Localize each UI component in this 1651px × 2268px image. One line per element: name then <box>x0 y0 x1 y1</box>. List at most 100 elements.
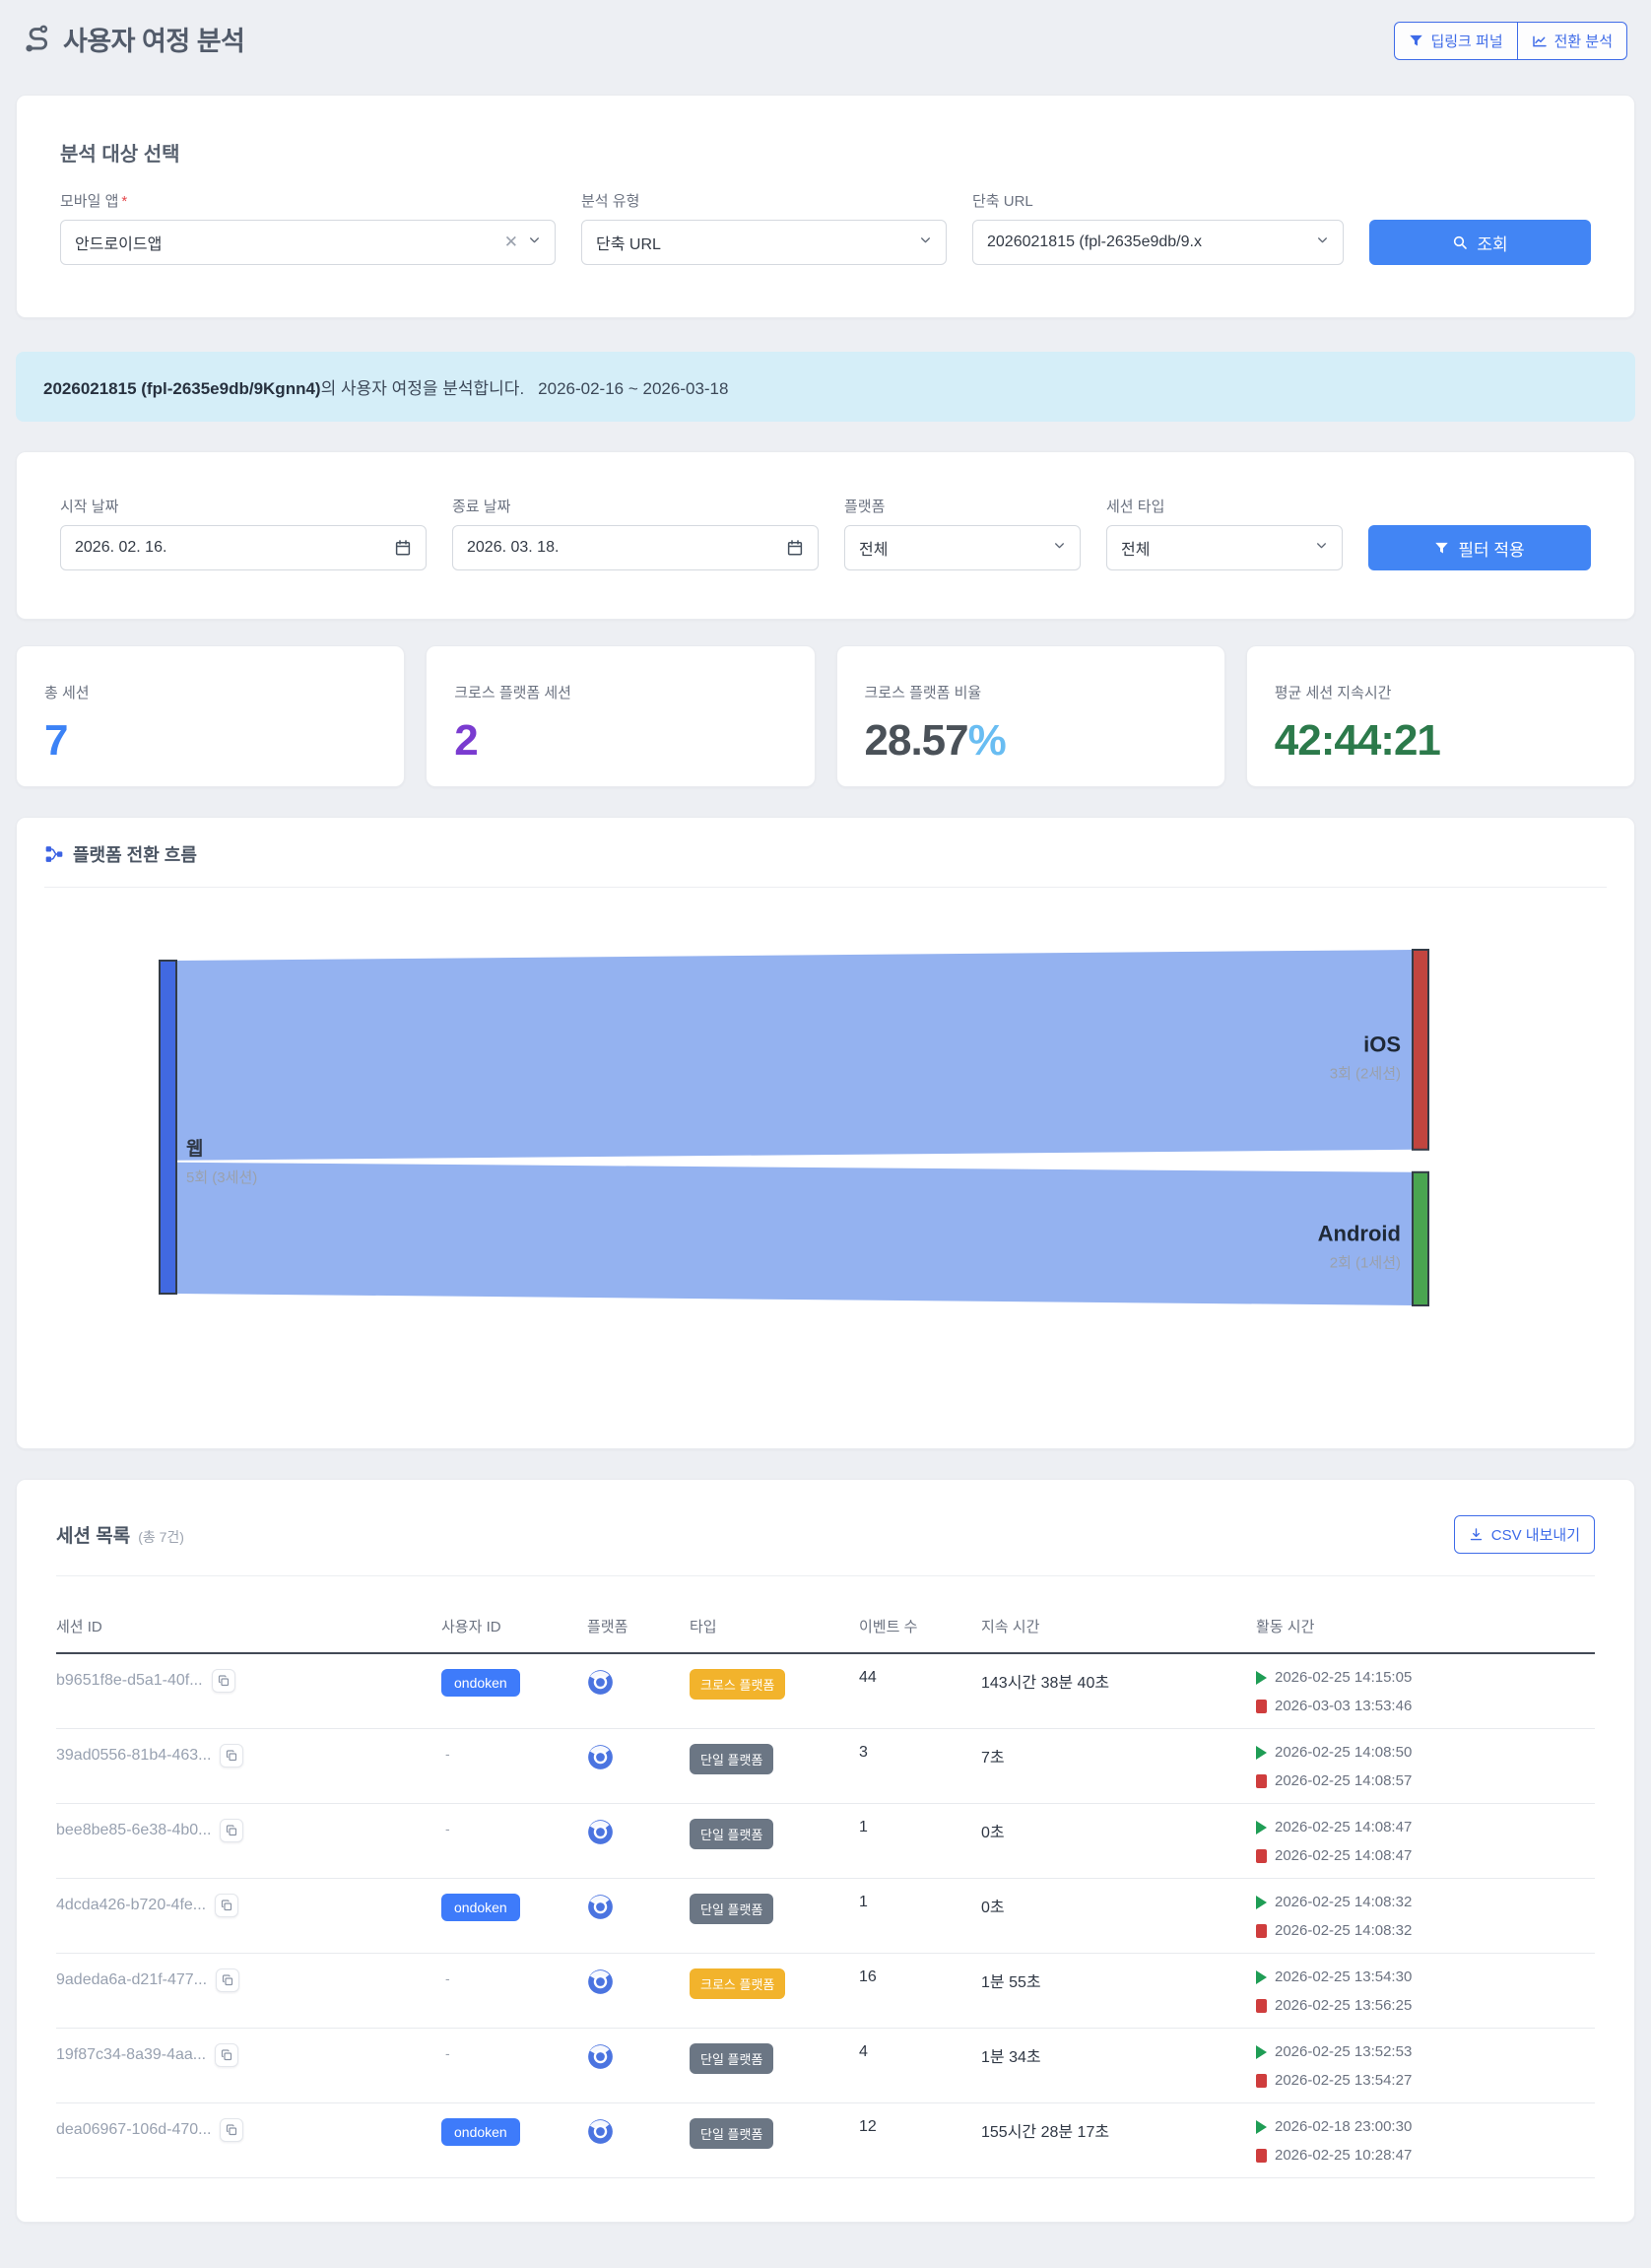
stat-value: 42:44:21 <box>1274 716 1441 765</box>
duration: 155시간 28분 17초 <box>981 2124 1110 2141</box>
duration: 1분 55초 <box>981 1974 1041 1991</box>
start-time: 2026-02-25 14:08:50 <box>1275 1744 1413 1761</box>
copy-icon[interactable] <box>215 1894 239 1917</box>
platform-select[interactable]: 전체 <box>844 525 1081 570</box>
short-url-value: 2026021815 (fpl-2635e9db/9.x <box>987 233 1202 250</box>
stat-card: 크로스 플랫폼 세션 2 <box>426 645 816 787</box>
start-time: 2026-02-25 14:08:32 <box>1275 1894 1413 1910</box>
sankey-node-label: 웹 <box>186 1138 203 1160</box>
copy-icon[interactable] <box>216 1968 240 1992</box>
analysis-target-card: 분석 대상 선택 모바일 앱 * 안드로이드앱 ✕ 분석 유형 단축 URL 단축… <box>16 95 1635 318</box>
session-table-header: 세션 ID 사용자 ID 플랫폼 타입 이벤트 수 지속 시간 활동 시간 <box>56 1616 1595 1654</box>
mobile-app-select[interactable]: 안드로이드앱 ✕ <box>60 220 556 265</box>
stop-icon <box>1256 1773 1267 1788</box>
session-list-title: 세션 목록 <box>56 1526 131 1547</box>
copy-icon[interactable] <box>220 2118 244 2142</box>
play-icon <box>1256 1895 1267 1909</box>
stat-card: 평균 세션 지속시간 42:44:21 <box>1245 645 1635 787</box>
chevron-down-icon <box>1316 233 1329 251</box>
sankey-node-sublabel: 3회 (2세션) <box>1330 1065 1401 1082</box>
user-id-badge: - <box>445 2045 450 2061</box>
duration: 0초 <box>981 1900 1005 1916</box>
calendar-icon[interactable] <box>394 539 412 557</box>
table-row[interactable]: dea06967-106d-470... ondoken 단일 플랫폼 12 1… <box>56 2102 1595 2178</box>
session-type-select[interactable]: 전체 <box>1106 525 1343 570</box>
table-row[interactable]: 39ad0556-81b4-463... - 단일 플랫폼 3 7초 2026-… <box>56 1728 1595 1804</box>
sankey-node-web[interactable] <box>159 960 177 1295</box>
session-table-body: b9651f8e-d5a1-40f... ondoken 크로스 플랫폼 44 … <box>56 1653 1595 2178</box>
deeplink-funnel-button[interactable]: 딥링크 퍼널 <box>1395 23 1516 59</box>
column-header: 지속 시간 <box>981 1616 1256 1654</box>
stop-icon <box>1256 1848 1267 1863</box>
column-header: 플랫폼 <box>587 1616 690 1654</box>
end-time: 2026-02-25 13:54:27 <box>1275 2072 1413 2089</box>
banner-text: 의 사용자 여정을 분석합니다. <box>320 379 525 398</box>
session-id: b9651f8e-d5a1-40f... <box>56 1672 203 1689</box>
play-icon <box>1256 1820 1267 1834</box>
copy-icon[interactable] <box>220 1744 244 1768</box>
user-id-badge: - <box>445 1970 450 1986</box>
end-time: 2026-02-25 13:56:25 <box>1275 1997 1413 2014</box>
start-time: 2026-02-25 13:52:53 <box>1275 2043 1413 2060</box>
user-id-badge: - <box>445 1746 450 1762</box>
event-count: 12 <box>859 2118 877 2135</box>
stop-icon <box>1256 1923 1267 1938</box>
sankey-node-ios[interactable] <box>1412 949 1429 1151</box>
chevron-down-icon <box>528 233 541 251</box>
end-time: 2026-02-25 14:08:32 <box>1275 1922 1413 1939</box>
session-type-field: 세션 타입 전체 <box>1106 496 1343 570</box>
column-header: 타입 <box>690 1616 859 1654</box>
platform-label: 플랫폼 <box>844 499 886 515</box>
clear-icon[interactable]: ✕ <box>503 233 518 251</box>
sankey-link-android[interactable] <box>176 1162 1413 1305</box>
type-badge: 크로스 플랫폼 <box>690 1968 786 1999</box>
analysis-type-field: 분석 유형 단축 URL <box>581 190 947 265</box>
table-row[interactable]: bee8be85-6e38-4b0... - 단일 플랫폼 1 0초 2026-… <box>56 1803 1595 1879</box>
end-time: 2026-03-03 13:53:46 <box>1275 1698 1413 1714</box>
search-button[interactable]: 조회 <box>1369 220 1591 265</box>
apply-filter-button[interactable]: 필터 적용 <box>1368 525 1591 570</box>
csv-export-button[interactable]: CSV 내보내기 <box>1453 1515 1595 1554</box>
calendar-icon[interactable] <box>786 539 804 557</box>
duration: 143시간 38분 40초 <box>981 1675 1110 1692</box>
short-url-select[interactable]: 2026021815 (fpl-2635e9db/9.x <box>972 220 1344 265</box>
session-id: 9adeda6a-d21f-477... <box>56 1971 208 1988</box>
sankey-node-label: iOS <box>1363 1032 1401 1056</box>
end-date-input[interactable]: 2026. 03. 18. <box>452 525 819 570</box>
conversion-analysis-button[interactable]: 전환 분석 <box>1516 23 1626 59</box>
user-id-badge: ondoken <box>441 2118 520 2146</box>
branch-flow-icon <box>44 844 64 864</box>
sankey-node-android[interactable] <box>1412 1170 1429 1306</box>
user-id-badge: - <box>445 1821 450 1836</box>
end-date-label: 종료 날짜 <box>452 499 511 515</box>
sankey-link-ios[interactable] <box>176 950 1413 1161</box>
chrome-browser-icon <box>587 1894 614 1920</box>
play-icon <box>1256 2044 1267 2059</box>
type-badge: 크로스 플랫폼 <box>690 1669 786 1700</box>
platform-value: 전체 <box>859 542 889 559</box>
session-count: (총 7건) <box>138 1529 184 1545</box>
stat-value-suffix: % <box>967 716 1007 765</box>
table-row[interactable]: 9adeda6a-d21f-477... - 크로스 플랫폼 16 1분 55초… <box>56 1953 1595 2029</box>
event-count: 1 <box>859 1894 868 1910</box>
event-count: 44 <box>859 1669 877 1686</box>
stat-label: 평균 세션 지속시간 <box>1274 685 1392 701</box>
start-date-input[interactable]: 2026. 02. 16. <box>60 525 427 570</box>
analysis-type-value: 단축 URL <box>596 236 661 253</box>
mobile-app-value: 안드로이드앱 <box>75 236 163 253</box>
analysis-type-select[interactable]: 단축 URL <box>581 220 947 265</box>
start-time: 2026-02-25 13:54:30 <box>1275 1968 1413 1985</box>
chrome-browser-icon <box>587 1819 614 1845</box>
copy-icon[interactable] <box>215 2043 239 2067</box>
session-id: 4dcda426-b720-4fe... <box>56 1897 207 1913</box>
copy-icon[interactable] <box>220 1819 244 1842</box>
table-row[interactable]: 4dcda426-b720-4fe... ondoken 단일 플랫폼 1 0초… <box>56 1878 1595 1954</box>
session-type-value: 전체 <box>1121 542 1151 559</box>
table-row[interactable]: b9651f8e-d5a1-40f... ondoken 크로스 플랫폼 44 … <box>56 1653 1595 1729</box>
table-row[interactable]: 19f87c34-8a39-4aa... - 단일 플랫폼 4 1분 34초 2… <box>56 2028 1595 2103</box>
analysis-target-title: 분석 대상 선택 <box>60 144 180 166</box>
sankey-node-sublabel: 5회 (3세션) <box>186 1169 257 1186</box>
required-mark: * <box>121 193 128 210</box>
stat-value: 7 <box>44 716 68 765</box>
copy-icon[interactable] <box>211 1669 235 1693</box>
